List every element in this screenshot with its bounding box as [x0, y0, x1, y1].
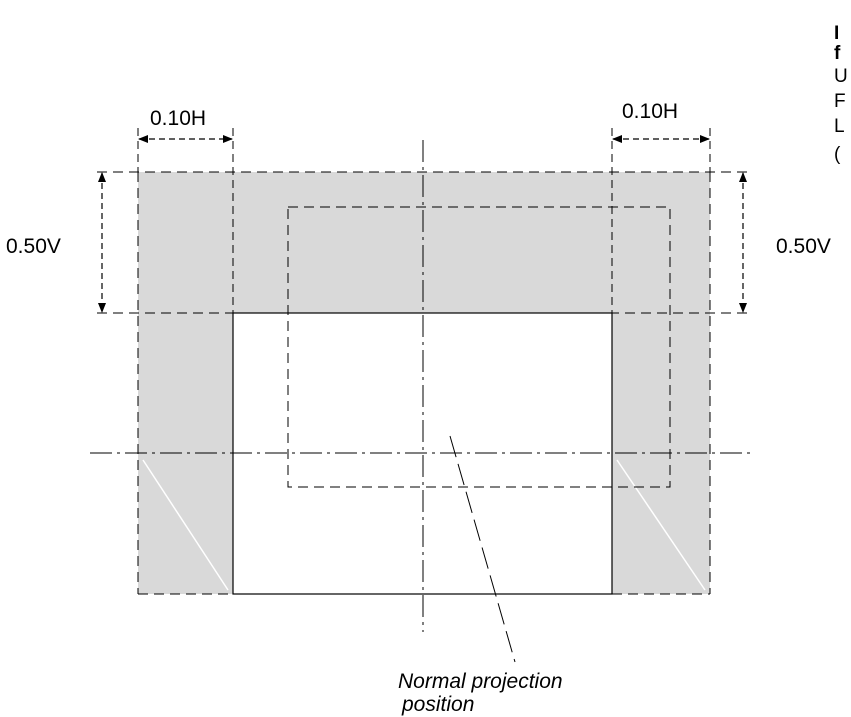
note-leader-line	[449, 435, 516, 663]
shifted-image-outline	[287, 206, 671, 488]
side-text-5: L	[834, 116, 845, 137]
note-line-2: position	[401, 693, 474, 716]
side-text-1: I	[834, 23, 839, 44]
side-text-2: f	[834, 43, 841, 64]
right-highlight-line	[616, 459, 706, 591]
side-text-4: F	[834, 91, 846, 112]
side-text-6: (	[834, 144, 841, 165]
right-vertical-label: 0.50V	[776, 235, 831, 258]
shift-range-boundary	[137, 172, 711, 595]
left-horizontal-label: 0.10H	[150, 107, 206, 130]
left-highlight-line	[142, 459, 229, 591]
note-line-1: Normal projection	[398, 670, 563, 693]
shift-range-area	[138, 172, 710, 594]
side-text-3: U	[834, 66, 848, 87]
left-vertical-label: 0.50V	[6, 235, 61, 258]
right-horizontal-label: 0.10H	[622, 100, 678, 123]
